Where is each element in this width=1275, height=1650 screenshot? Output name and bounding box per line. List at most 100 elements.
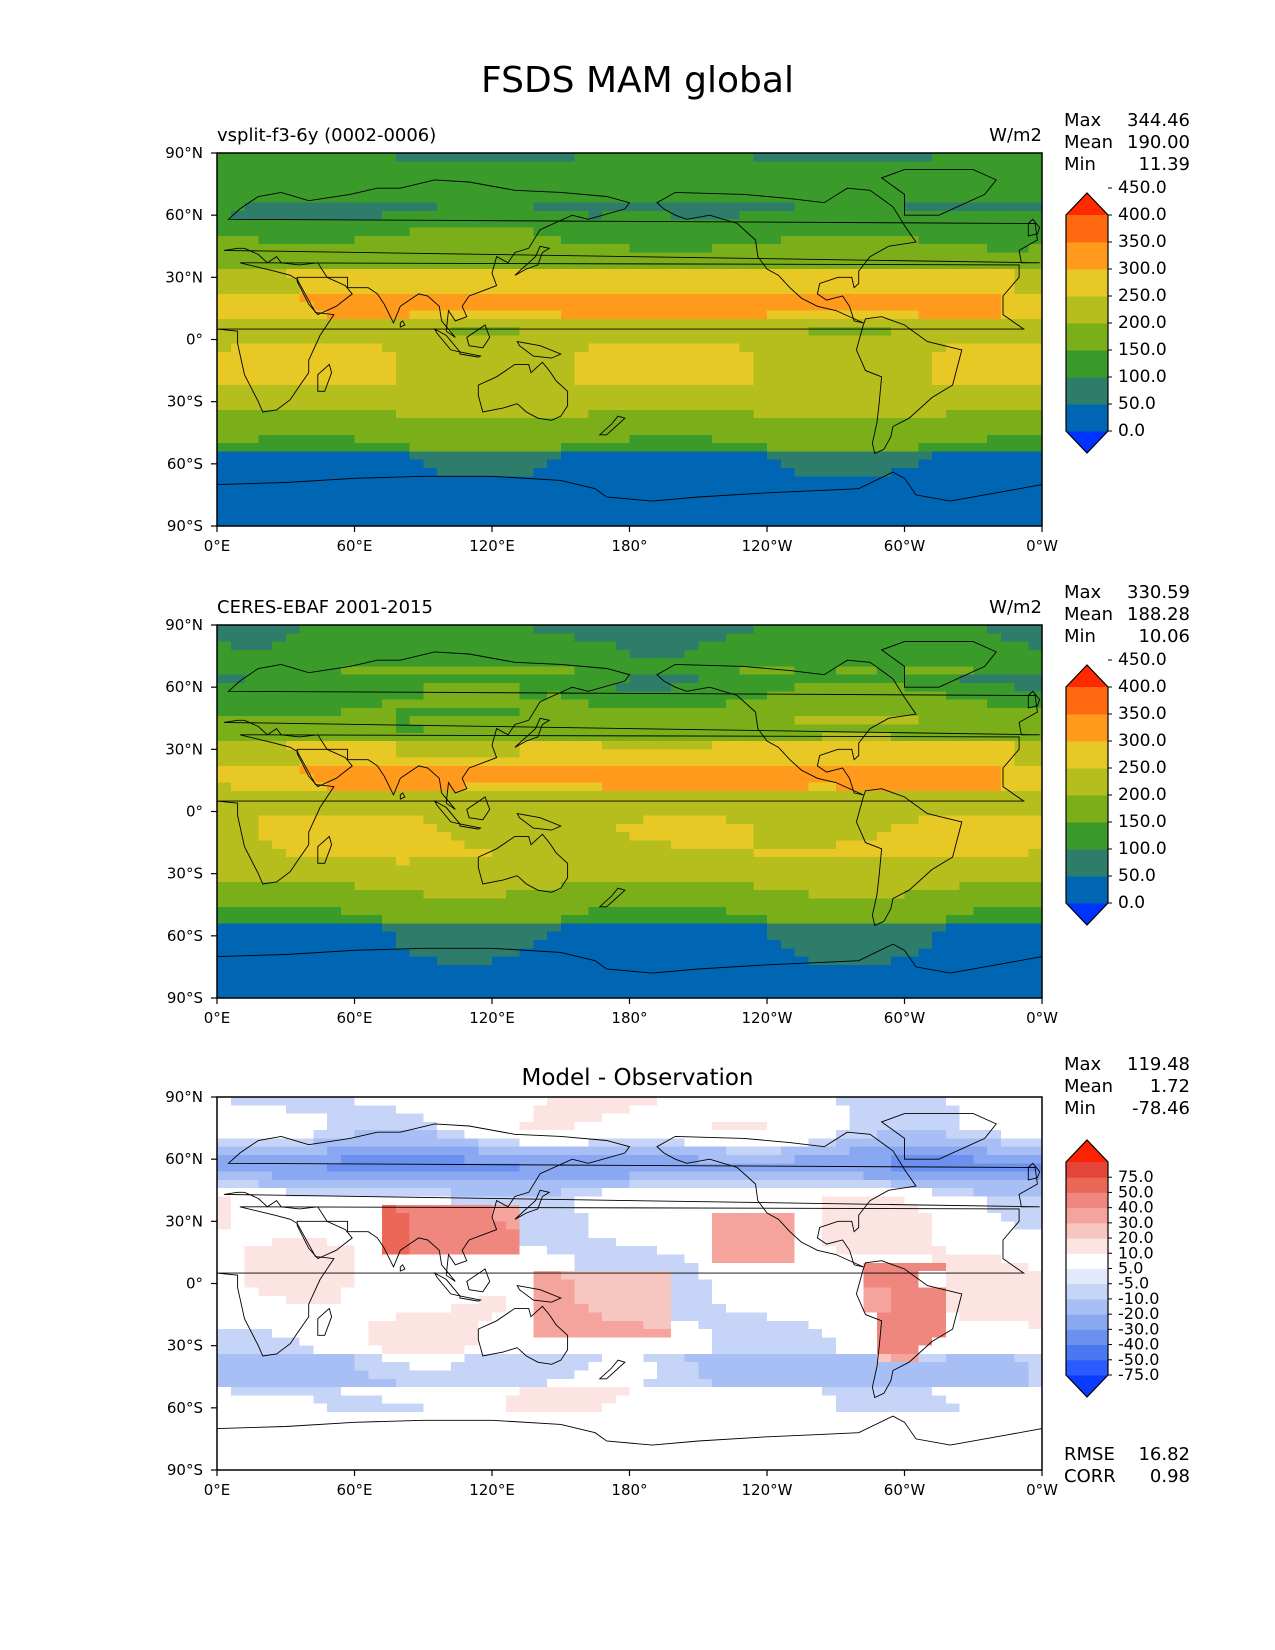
field-cell: [230, 683, 246, 692]
field-cell: [945, 418, 961, 428]
field-cell: [780, 153, 796, 162]
field-cell: [849, 683, 864, 692]
field-cell: [753, 260, 768, 270]
field-cell: [492, 741, 507, 750]
field-cell: [822, 807, 837, 817]
field-cell: [835, 335, 851, 345]
field-cell: [918, 823, 933, 833]
field-cell: [533, 658, 548, 668]
field-cell: [753, 492, 768, 502]
field-cell: [1028, 467, 1043, 477]
field-cell: [725, 633, 741, 643]
field-cell: [327, 368, 342, 378]
field-cell: [299, 418, 314, 428]
field-cell: [437, 649, 452, 659]
field-cell: [808, 790, 823, 800]
field-cell: [602, 815, 617, 825]
field-cell: [464, 401, 479, 411]
field-cell: [285, 823, 301, 833]
field-cell: [932, 434, 947, 444]
field-cell: [588, 707, 603, 717]
field-cell: [464, 732, 479, 742]
field-cell: [244, 227, 259, 237]
field-cell: [863, 443, 878, 452]
field-cell: [505, 327, 521, 336]
field-cell: [643, 699, 658, 709]
field-cell: [712, 318, 727, 328]
field-cell: [258, 641, 273, 651]
field-cell: [505, 385, 521, 394]
field-cell: [670, 732, 686, 742]
field-cell: [450, 741, 466, 750]
field-cell: [1014, 633, 1029, 643]
field-cell: [1014, 459, 1029, 469]
field-cell: [492, 426, 507, 436]
field-cell: [794, 732, 809, 742]
field-cell: [698, 302, 713, 312]
field-cell: [450, 501, 466, 511]
field-cell: [973, 194, 988, 204]
field-cell: [478, 749, 493, 759]
field-cell: [973, 890, 988, 900]
field-cell: [670, 451, 686, 461]
field-cell: [643, 443, 658, 452]
field-cell: [574, 318, 589, 328]
field-cell: [657, 790, 672, 800]
field-cell: [602, 823, 617, 833]
field-cell: [285, 832, 301, 842]
field-cell: [505, 683, 521, 692]
field-cell: [450, 434, 466, 444]
field-cell: [1000, 799, 1016, 808]
field-cell: [354, 906, 369, 916]
field-cell: [299, 823, 314, 833]
field-cell: [725, 443, 741, 452]
field-cell: [560, 202, 576, 212]
field-cell: [904, 227, 919, 237]
field-cell: [657, 476, 672, 486]
field-cell: [753, 782, 768, 792]
field-cell: [753, 327, 768, 336]
field-cell: [272, 376, 287, 386]
field-cell: [354, 169, 369, 179]
field-cell: [670, 219, 686, 229]
field-cell: [1000, 707, 1016, 717]
field-cell: [382, 807, 397, 817]
field-cell: [643, 343, 658, 353]
field-cell: [340, 890, 356, 900]
field-cell: [354, 376, 369, 386]
field-cell: [684, 815, 699, 825]
field-cell: [217, 633, 232, 643]
field-cell: [684, 343, 699, 353]
field-cell: [505, 443, 521, 452]
field-cell: [918, 368, 933, 378]
field-cell: [712, 732, 727, 742]
field-cell: [835, 509, 851, 519]
field-cell: [945, 716, 961, 726]
field-cell: [602, 310, 617, 320]
field-cell: [354, 343, 369, 353]
field-cell: [244, 426, 259, 436]
field-cell: [354, 161, 369, 171]
field-cell: [602, 219, 617, 229]
field-cell: [863, 376, 878, 386]
field-cell: [835, 219, 851, 229]
field-cell: [547, 674, 562, 684]
field-cell: [629, 302, 644, 312]
field-cell: [712, 633, 727, 643]
field-cell: [877, 517, 892, 527]
lon-tick-label: 120°W: [742, 537, 793, 555]
field-cell: [959, 765, 974, 775]
field-cell: [340, 757, 356, 767]
field-cell: [863, 235, 878, 245]
field-cell: [987, 815, 1002, 825]
field-cell: [959, 277, 974, 287]
field-cell: [973, 749, 988, 759]
field-cell: [1028, 765, 1043, 775]
field-cell: [409, 873, 424, 883]
field-cell: [973, 741, 988, 750]
field-cell: [354, 186, 369, 196]
field-cell: [629, 683, 644, 692]
field-cell: [285, 774, 301, 784]
field-cell: [437, 459, 452, 469]
lon-tick-label: 60°E: [336, 537, 372, 555]
